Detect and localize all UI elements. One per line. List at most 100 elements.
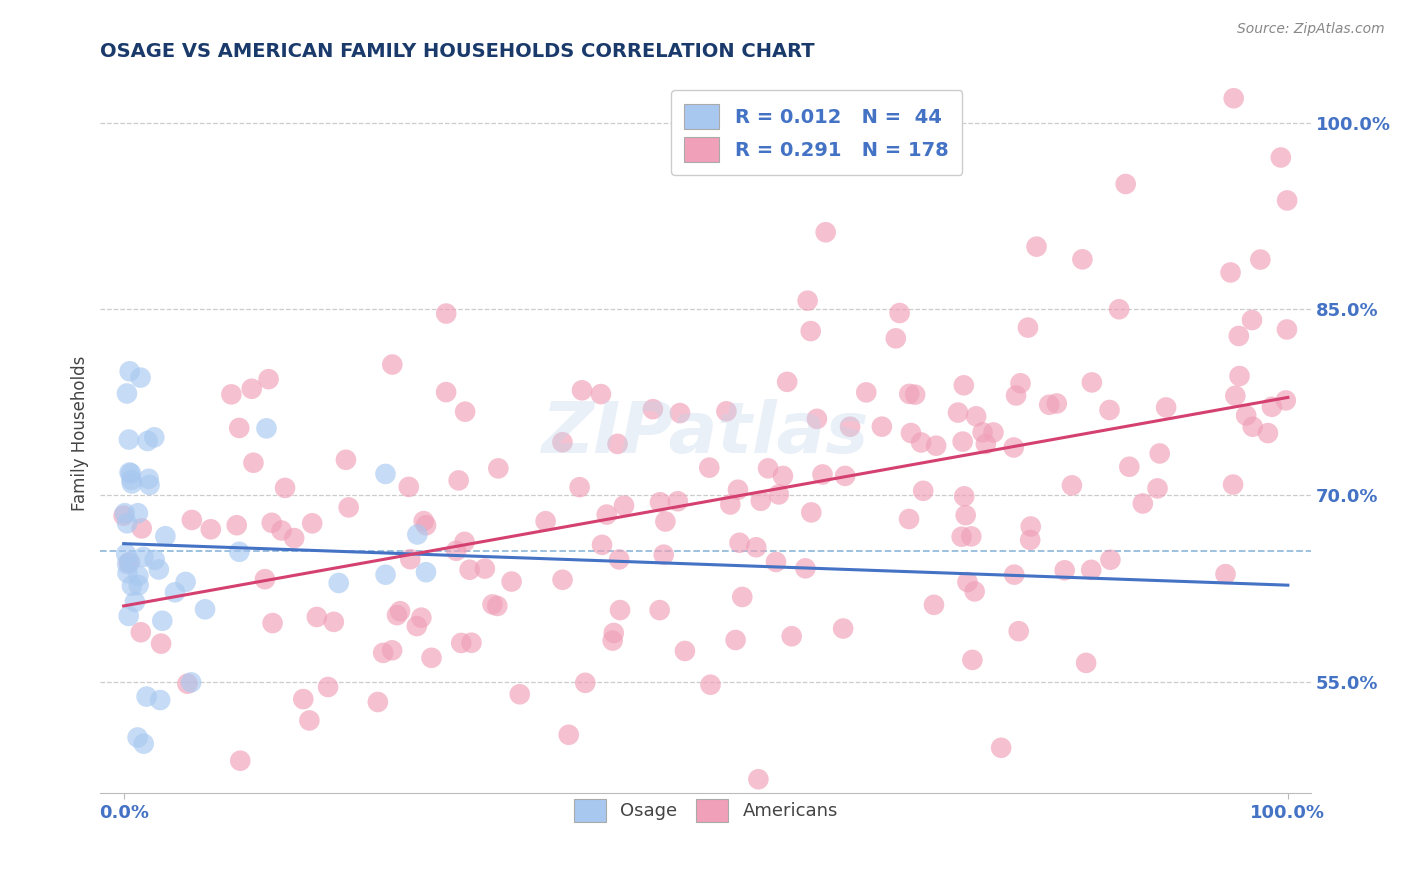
- Point: [138, 472, 160, 486]
- Point: [174, 574, 197, 589]
- Point: [1240, 313, 1263, 327]
- Point: [120, 467, 142, 481]
- Point: [900, 425, 922, 440]
- Point: [415, 518, 437, 533]
- Point: [925, 439, 948, 453]
- Point: [613, 499, 636, 513]
- Point: [904, 387, 927, 401]
- Point: [1229, 369, 1251, 384]
- Point: [870, 419, 893, 434]
- Point: [983, 425, 1005, 440]
- Point: [800, 505, 823, 519]
- Point: [1241, 419, 1264, 434]
- Point: [589, 387, 612, 401]
- Point: [1146, 481, 1168, 495]
- Point: [1219, 265, 1241, 279]
- Point: [180, 513, 202, 527]
- Point: [460, 636, 482, 650]
- Point: [412, 514, 434, 528]
- Point: [228, 421, 250, 435]
- Point: [1005, 388, 1028, 402]
- Point: [574, 676, 596, 690]
- Point: [399, 552, 422, 566]
- Point: [669, 406, 692, 420]
- Point: [501, 574, 523, 589]
- Point: [229, 754, 252, 768]
- Point: [1071, 252, 1094, 267]
- Point: [481, 598, 503, 612]
- Point: [749, 493, 772, 508]
- Point: [666, 494, 689, 508]
- Point: [1132, 496, 1154, 510]
- Point: [121, 476, 143, 491]
- Point: [115, 547, 138, 561]
- Point: [1249, 252, 1271, 267]
- Text: OSAGE VS AMERICAN FAMILY HOUSEHOLDS CORRELATION CHART: OSAGE VS AMERICAN FAMILY HOUSEHOLDS CORR…: [100, 42, 815, 61]
- Point: [1118, 459, 1140, 474]
- Point: [724, 632, 747, 647]
- Point: [434, 385, 457, 400]
- Point: [200, 522, 222, 536]
- Point: [262, 616, 284, 631]
- Point: [148, 562, 170, 576]
- Point: [450, 636, 472, 650]
- Point: [180, 675, 202, 690]
- Point: [1081, 376, 1104, 390]
- Point: [292, 692, 315, 706]
- Point: [591, 538, 613, 552]
- Point: [776, 375, 799, 389]
- Text: ZIPatlas: ZIPatlas: [543, 399, 869, 468]
- Point: [953, 378, 976, 392]
- Point: [811, 467, 834, 482]
- Point: [132, 549, 155, 564]
- Point: [405, 619, 427, 633]
- Point: [898, 387, 921, 401]
- Point: [551, 573, 574, 587]
- Point: [607, 552, 630, 566]
- Point: [1222, 477, 1244, 491]
- Point: [609, 603, 631, 617]
- Point: [176, 676, 198, 690]
- Point: [328, 576, 350, 591]
- Point: [756, 461, 779, 475]
- Point: [124, 595, 146, 609]
- Point: [571, 384, 593, 398]
- Point: [952, 434, 974, 449]
- Point: [716, 404, 738, 418]
- Y-axis label: Family Households: Family Households: [72, 356, 89, 511]
- Point: [474, 561, 496, 575]
- Point: [444, 543, 467, 558]
- Point: [772, 469, 794, 483]
- Point: [855, 385, 877, 400]
- Point: [1038, 398, 1060, 412]
- Point: [551, 435, 574, 450]
- Point: [1275, 194, 1298, 208]
- Point: [373, 646, 395, 660]
- Point: [965, 409, 987, 424]
- Point: [1234, 409, 1257, 423]
- Point: [256, 421, 278, 435]
- Point: [1080, 563, 1102, 577]
- Point: [884, 331, 907, 345]
- Point: [415, 565, 437, 579]
- Point: [796, 293, 818, 308]
- Point: [128, 578, 150, 592]
- Point: [406, 527, 429, 541]
- Point: [1261, 400, 1284, 414]
- Point: [731, 590, 754, 604]
- Point: [839, 419, 862, 434]
- Point: [118, 364, 141, 378]
- Point: [337, 500, 360, 515]
- Point: [1098, 403, 1121, 417]
- Point: [316, 680, 339, 694]
- Point: [118, 466, 141, 480]
- Point: [486, 461, 509, 475]
- Point: [155, 529, 177, 543]
- Point: [972, 425, 994, 440]
- Point: [814, 225, 837, 239]
- Point: [1108, 302, 1130, 317]
- Point: [654, 515, 676, 529]
- Point: [322, 615, 344, 629]
- Point: [129, 370, 152, 384]
- Point: [381, 358, 404, 372]
